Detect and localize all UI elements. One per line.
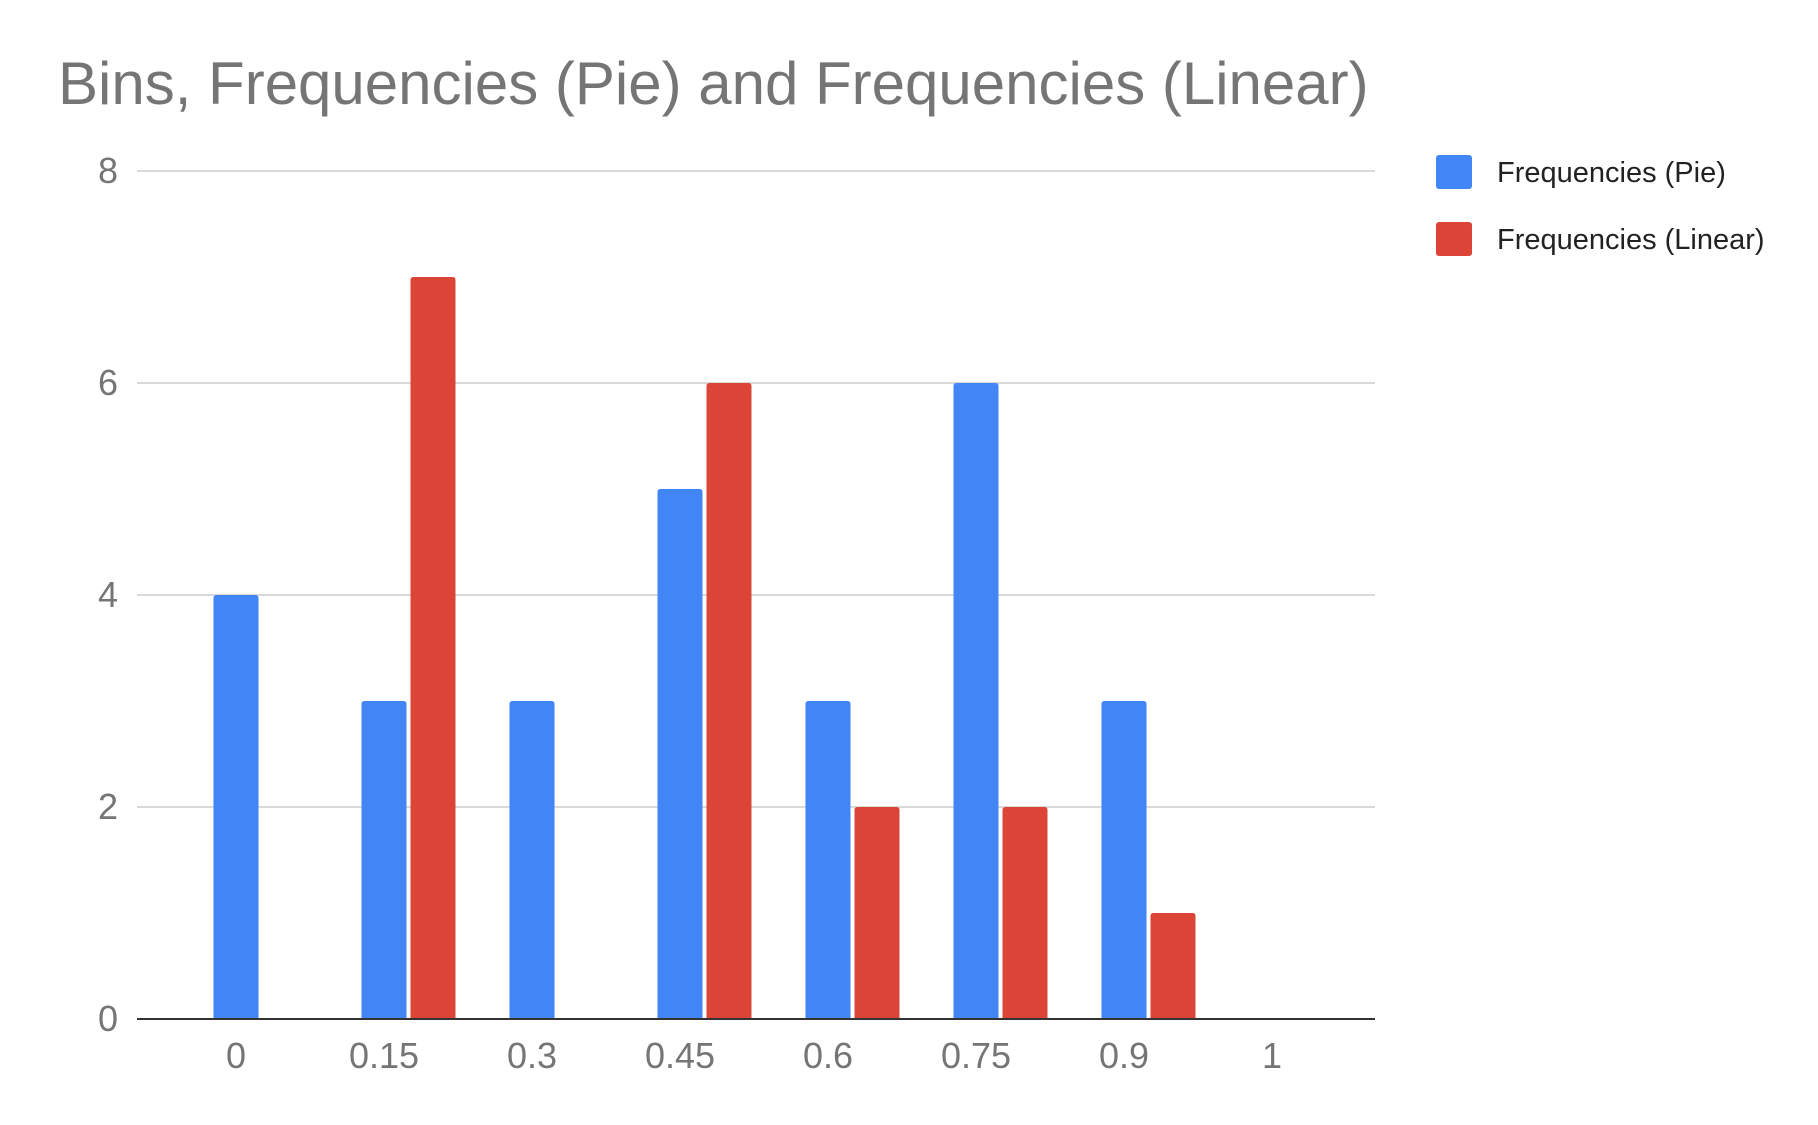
bar-pie-0 bbox=[213, 595, 259, 1019]
legend-swatch bbox=[1436, 222, 1472, 256]
bar-linear-0_15 bbox=[410, 277, 456, 1019]
chart-title: Bins, Frequencies (Pie) and Frequencies … bbox=[58, 50, 1369, 117]
y-tick-label: 2 bbox=[98, 786, 118, 827]
bar-pie-0_15 bbox=[361, 701, 407, 1019]
x-tick-label: 0.6 bbox=[803, 1035, 853, 1076]
legend-swatch bbox=[1436, 155, 1472, 189]
x-tick-label: 0.15 bbox=[349, 1035, 419, 1076]
bar-pie-0_45 bbox=[657, 489, 703, 1019]
x-axis-tick-labels: 0 0.15 0.3 0.45 0.6 0.75 0.9 1 bbox=[226, 1035, 1282, 1076]
legend: Frequencies (Pie) Frequencies (Linear) bbox=[1436, 155, 1765, 256]
legend-label: Frequencies (Pie) bbox=[1497, 157, 1726, 189]
bar-pie-0_6 bbox=[805, 701, 851, 1019]
bar-linear-0_45 bbox=[706, 383, 752, 1019]
y-axis-tick-labels: 0 2 4 6 8 bbox=[98, 150, 118, 1039]
bar-pie-0_75 bbox=[953, 383, 999, 1019]
bars bbox=[213, 277, 1196, 1019]
legend-label: Frequencies (Linear) bbox=[1497, 224, 1765, 256]
x-tick-label: 0.45 bbox=[645, 1035, 715, 1076]
y-tick-label: 0 bbox=[98, 998, 118, 1039]
bar-pie-0_9 bbox=[1101, 701, 1147, 1019]
bar-linear-0_75 bbox=[1002, 807, 1048, 1019]
x-tick-label: 0 bbox=[226, 1035, 246, 1076]
bar-linear-0_9 bbox=[1150, 913, 1196, 1019]
y-tick-label: 8 bbox=[98, 150, 118, 191]
x-tick-label: 0.9 bbox=[1099, 1035, 1149, 1076]
x-tick-label: 1 bbox=[1262, 1035, 1282, 1076]
x-tick-label: 0.75 bbox=[941, 1035, 1011, 1076]
bar-linear-0_6 bbox=[854, 807, 900, 1019]
y-tick-label: 4 bbox=[98, 574, 118, 615]
gridlines bbox=[137, 170, 1375, 808]
bar-pie-0_3 bbox=[509, 701, 555, 1019]
x-tick-label: 0.3 bbox=[507, 1035, 557, 1076]
y-tick-label: 6 bbox=[98, 362, 118, 403]
